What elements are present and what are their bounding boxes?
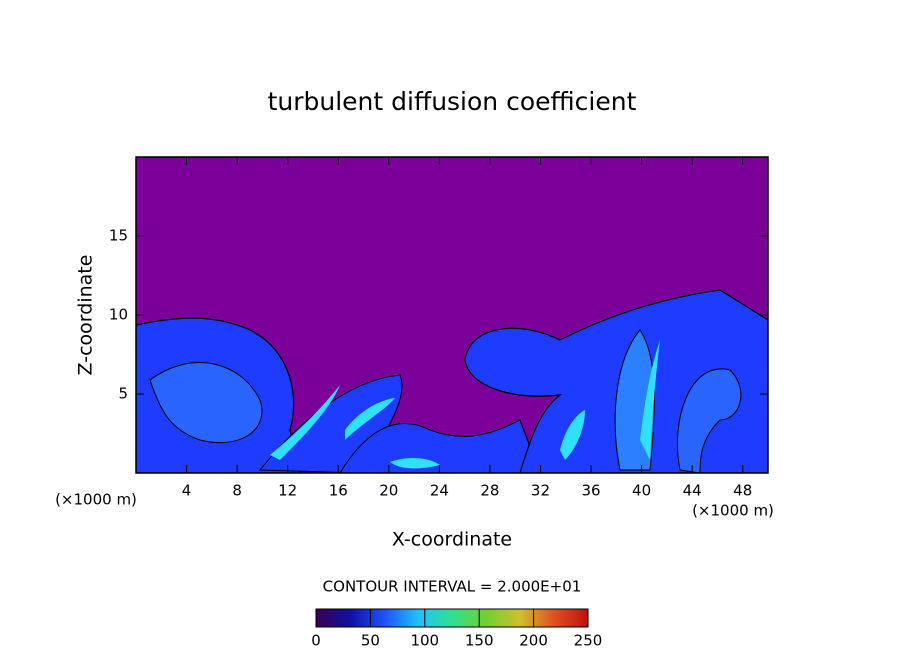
colorbar-tick-label: 100 (410, 632, 439, 650)
x-tick-label: 20 (379, 482, 398, 500)
x-axis-label: X-coordinate (392, 529, 512, 551)
x-tick-label: 28 (480, 482, 499, 500)
x-tick-label: 16 (329, 482, 348, 500)
colorbar-tick-label: 50 (361, 632, 380, 650)
colorbar-tick-label: 0 (311, 632, 321, 650)
y-axis-label: Z-coordinate (75, 255, 97, 376)
y-unit: (×1000 m) (55, 491, 137, 509)
chart-title: turbulent diffusion coefficient (268, 87, 637, 116)
x-tick-label: 32 (531, 482, 550, 500)
field (136, 157, 768, 473)
x-tick-label: 24 (430, 482, 449, 500)
y-tick-label: 5 (118, 385, 128, 403)
x-tick-label: 12 (278, 482, 297, 500)
x-unit: (×1000 m) (692, 502, 774, 520)
colorbar-tick-label: 150 (465, 632, 494, 650)
y-tick-label: 10 (109, 306, 128, 324)
x-tick-label: 8 (232, 482, 242, 500)
x-tick-label: 36 (581, 482, 600, 500)
x-tick-label: 48 (733, 482, 752, 500)
x-tick-label: 44 (683, 482, 702, 500)
colorbar (315, 608, 589, 628)
contour-interval: CONTOUR INTERVAL = 2.000E+01 (323, 578, 582, 596)
x-tick-label: 40 (632, 482, 651, 500)
colorbar-tick-label: 250 (574, 632, 603, 650)
y-tick-label: 15 (109, 227, 128, 245)
x-tick-label: 4 (182, 482, 192, 500)
colorbar-tick-label: 200 (519, 632, 548, 650)
